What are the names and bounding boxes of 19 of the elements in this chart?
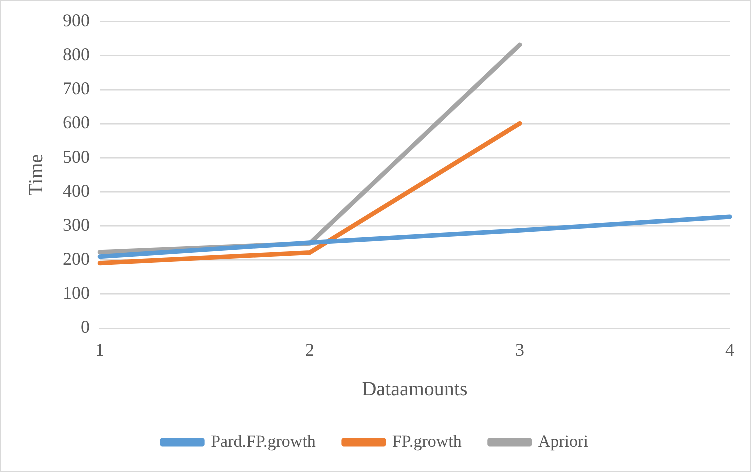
y-tick-label: 0	[81, 317, 90, 338]
y-tick-label: 400	[63, 180, 90, 201]
x-tick-label: 1	[96, 340, 104, 360]
legend-label: Pard.FP.growth	[211, 432, 316, 451]
y-axis-title: Time	[25, 154, 48, 196]
y-tick-label: 200	[63, 249, 90, 269]
legend-label: Apriori	[538, 432, 589, 451]
y-tick-label: 600	[63, 112, 90, 133]
y-tick-label: 700	[63, 78, 90, 99]
x-tick-label: 3	[516, 340, 524, 360]
legend-label: FP.growth	[392, 432, 462, 451]
y-tick-label: 300	[63, 214, 90, 235]
x-tick-label: 2	[306, 340, 314, 360]
x-tick-label: 4	[726, 340, 734, 360]
x-axis-title: Dataamounts	[362, 378, 468, 400]
y-tick-label: 900	[63, 10, 90, 31]
y-tick-label: 100	[63, 283, 90, 304]
y-tick-label: 800	[63, 44, 90, 65]
y-tick-label: 500	[63, 146, 90, 167]
